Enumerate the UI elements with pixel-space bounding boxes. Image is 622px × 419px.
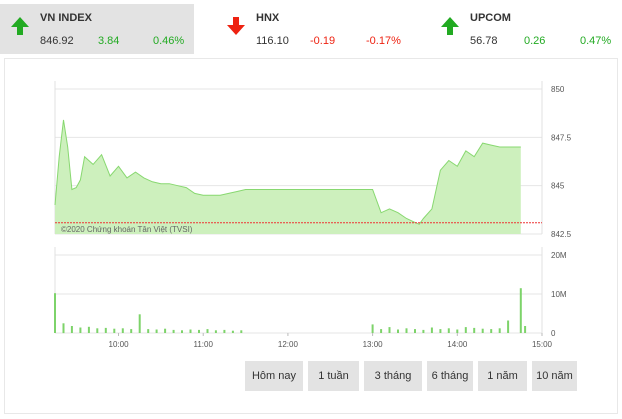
volume-bar [87, 326, 90, 333]
range-button[interactable]: 6 tháng [427, 361, 473, 391]
volume-bars [54, 288, 527, 334]
volume-bar [96, 328, 99, 333]
volume-bar [172, 329, 175, 333]
range-button[interactable]: 10 năm [532, 361, 577, 391]
volume-bar [456, 329, 459, 333]
volume-bar [223, 329, 226, 333]
range-button[interactable]: 3 tháng [364, 361, 422, 391]
volume-bar [422, 329, 425, 333]
volume-bar [130, 329, 133, 333]
range-button[interactable]: Hôm nay [245, 361, 303, 391]
volume-bar [524, 326, 527, 333]
price-line [54, 119, 521, 225]
volume-bar [439, 329, 442, 333]
volume-bar [414, 329, 416, 333]
volume-bar [104, 327, 107, 333]
volume-bar [371, 324, 374, 333]
volume-bar [79, 327, 82, 333]
volume-bar [214, 330, 217, 333]
index-value: 116.10 [256, 35, 289, 47]
volume-bar [147, 329, 150, 333]
volume-bar [388, 327, 391, 333]
index-vnindex[interactable]: VN INDEX 846.92 3.84 0.46% [0, 4, 194, 54]
volume-bar [231, 330, 234, 333]
volume-bar [481, 328, 484, 333]
volume-bar [198, 329, 200, 333]
price-tick-label: 850 [551, 85, 565, 94]
volume-bar [507, 320, 510, 333]
volume-tick-label: 20M [551, 251, 567, 260]
volume-bar [138, 314, 141, 333]
range-button[interactable]: 1 tuần [308, 361, 359, 391]
index-percent: 0.46% [153, 35, 185, 47]
index-change: 0.26 [524, 35, 546, 47]
volume-bar [206, 329, 209, 333]
x-tick-label: 10:00 [109, 340, 130, 349]
x-tick-label: 13:00 [363, 340, 384, 349]
volume-bar [490, 329, 493, 333]
volume-bar [113, 328, 116, 333]
intraday-chart[interactable]: ©2020 Chứng khoán Tân Việt (TVSI) 850 847… [5, 59, 617, 359]
volume-bar [155, 329, 158, 333]
arrow-up-icon [441, 17, 459, 35]
volume-bar [164, 328, 167, 333]
index-value: 56.78 [470, 35, 498, 47]
volume-bar [181, 330, 183, 333]
x-tick-label: 12:00 [278, 340, 299, 349]
index-value: 846.92 [40, 35, 74, 47]
volume-bar [121, 328, 124, 333]
volume-bar [405, 328, 408, 333]
volume-bar [498, 328, 501, 333]
arrow-down-icon [227, 17, 245, 35]
volume-bar [380, 329, 383, 333]
index-upcom[interactable]: UPCOM 56.78 0.26 0.47% [430, 4, 620, 54]
index-percent: -0.17% [366, 35, 401, 47]
index-summary-bar: VN INDEX 846.92 3.84 0.46% HNX 116.10 -0… [0, 0, 622, 54]
index-change: -0.19 [310, 35, 336, 47]
price-area [55, 119, 521, 234]
volume-bar [240, 330, 243, 333]
volume-bar [70, 326, 73, 333]
volume-bar [464, 327, 467, 333]
volume-bar [62, 323, 65, 334]
price-tick-label: 847.5 [551, 133, 572, 142]
price-tick-label: 842.5 [551, 230, 572, 239]
x-tick-label: 11:00 [193, 340, 213, 349]
index-percent: 0.47% [580, 35, 612, 47]
volume-bar [430, 327, 433, 333]
arrow-up-icon [11, 17, 29, 35]
index-hnx[interactable]: HNX 116.10 -0.19 -0.17% [216, 4, 412, 54]
volume-tick-label: 0 [551, 329, 556, 338]
watermark-text: ©2020 Chứng khoán Tân Việt (TVSI) [61, 225, 193, 234]
index-name: HNX [256, 12, 280, 24]
index-name: UPCOM [470, 12, 511, 24]
volume-bar [447, 328, 450, 333]
volume-bar [54, 293, 56, 333]
x-tick-label: 15:00 [532, 340, 553, 349]
index-change: 3.84 [98, 35, 120, 47]
volume-bar [519, 288, 522, 333]
range-button[interactable]: 1 năm [478, 361, 527, 391]
x-tick-label: 14:00 [447, 340, 468, 349]
chart-panel: ©2020 Chứng khoán Tân Việt (TVSI) 850 847… [4, 58, 618, 414]
index-name: VN INDEX [40, 12, 92, 24]
volume-bar [189, 329, 192, 333]
price-tick-label: 845 [551, 182, 565, 191]
volume-bar [473, 327, 476, 333]
volume-bar [397, 329, 399, 333]
volume-tick-label: 10M [551, 290, 567, 299]
